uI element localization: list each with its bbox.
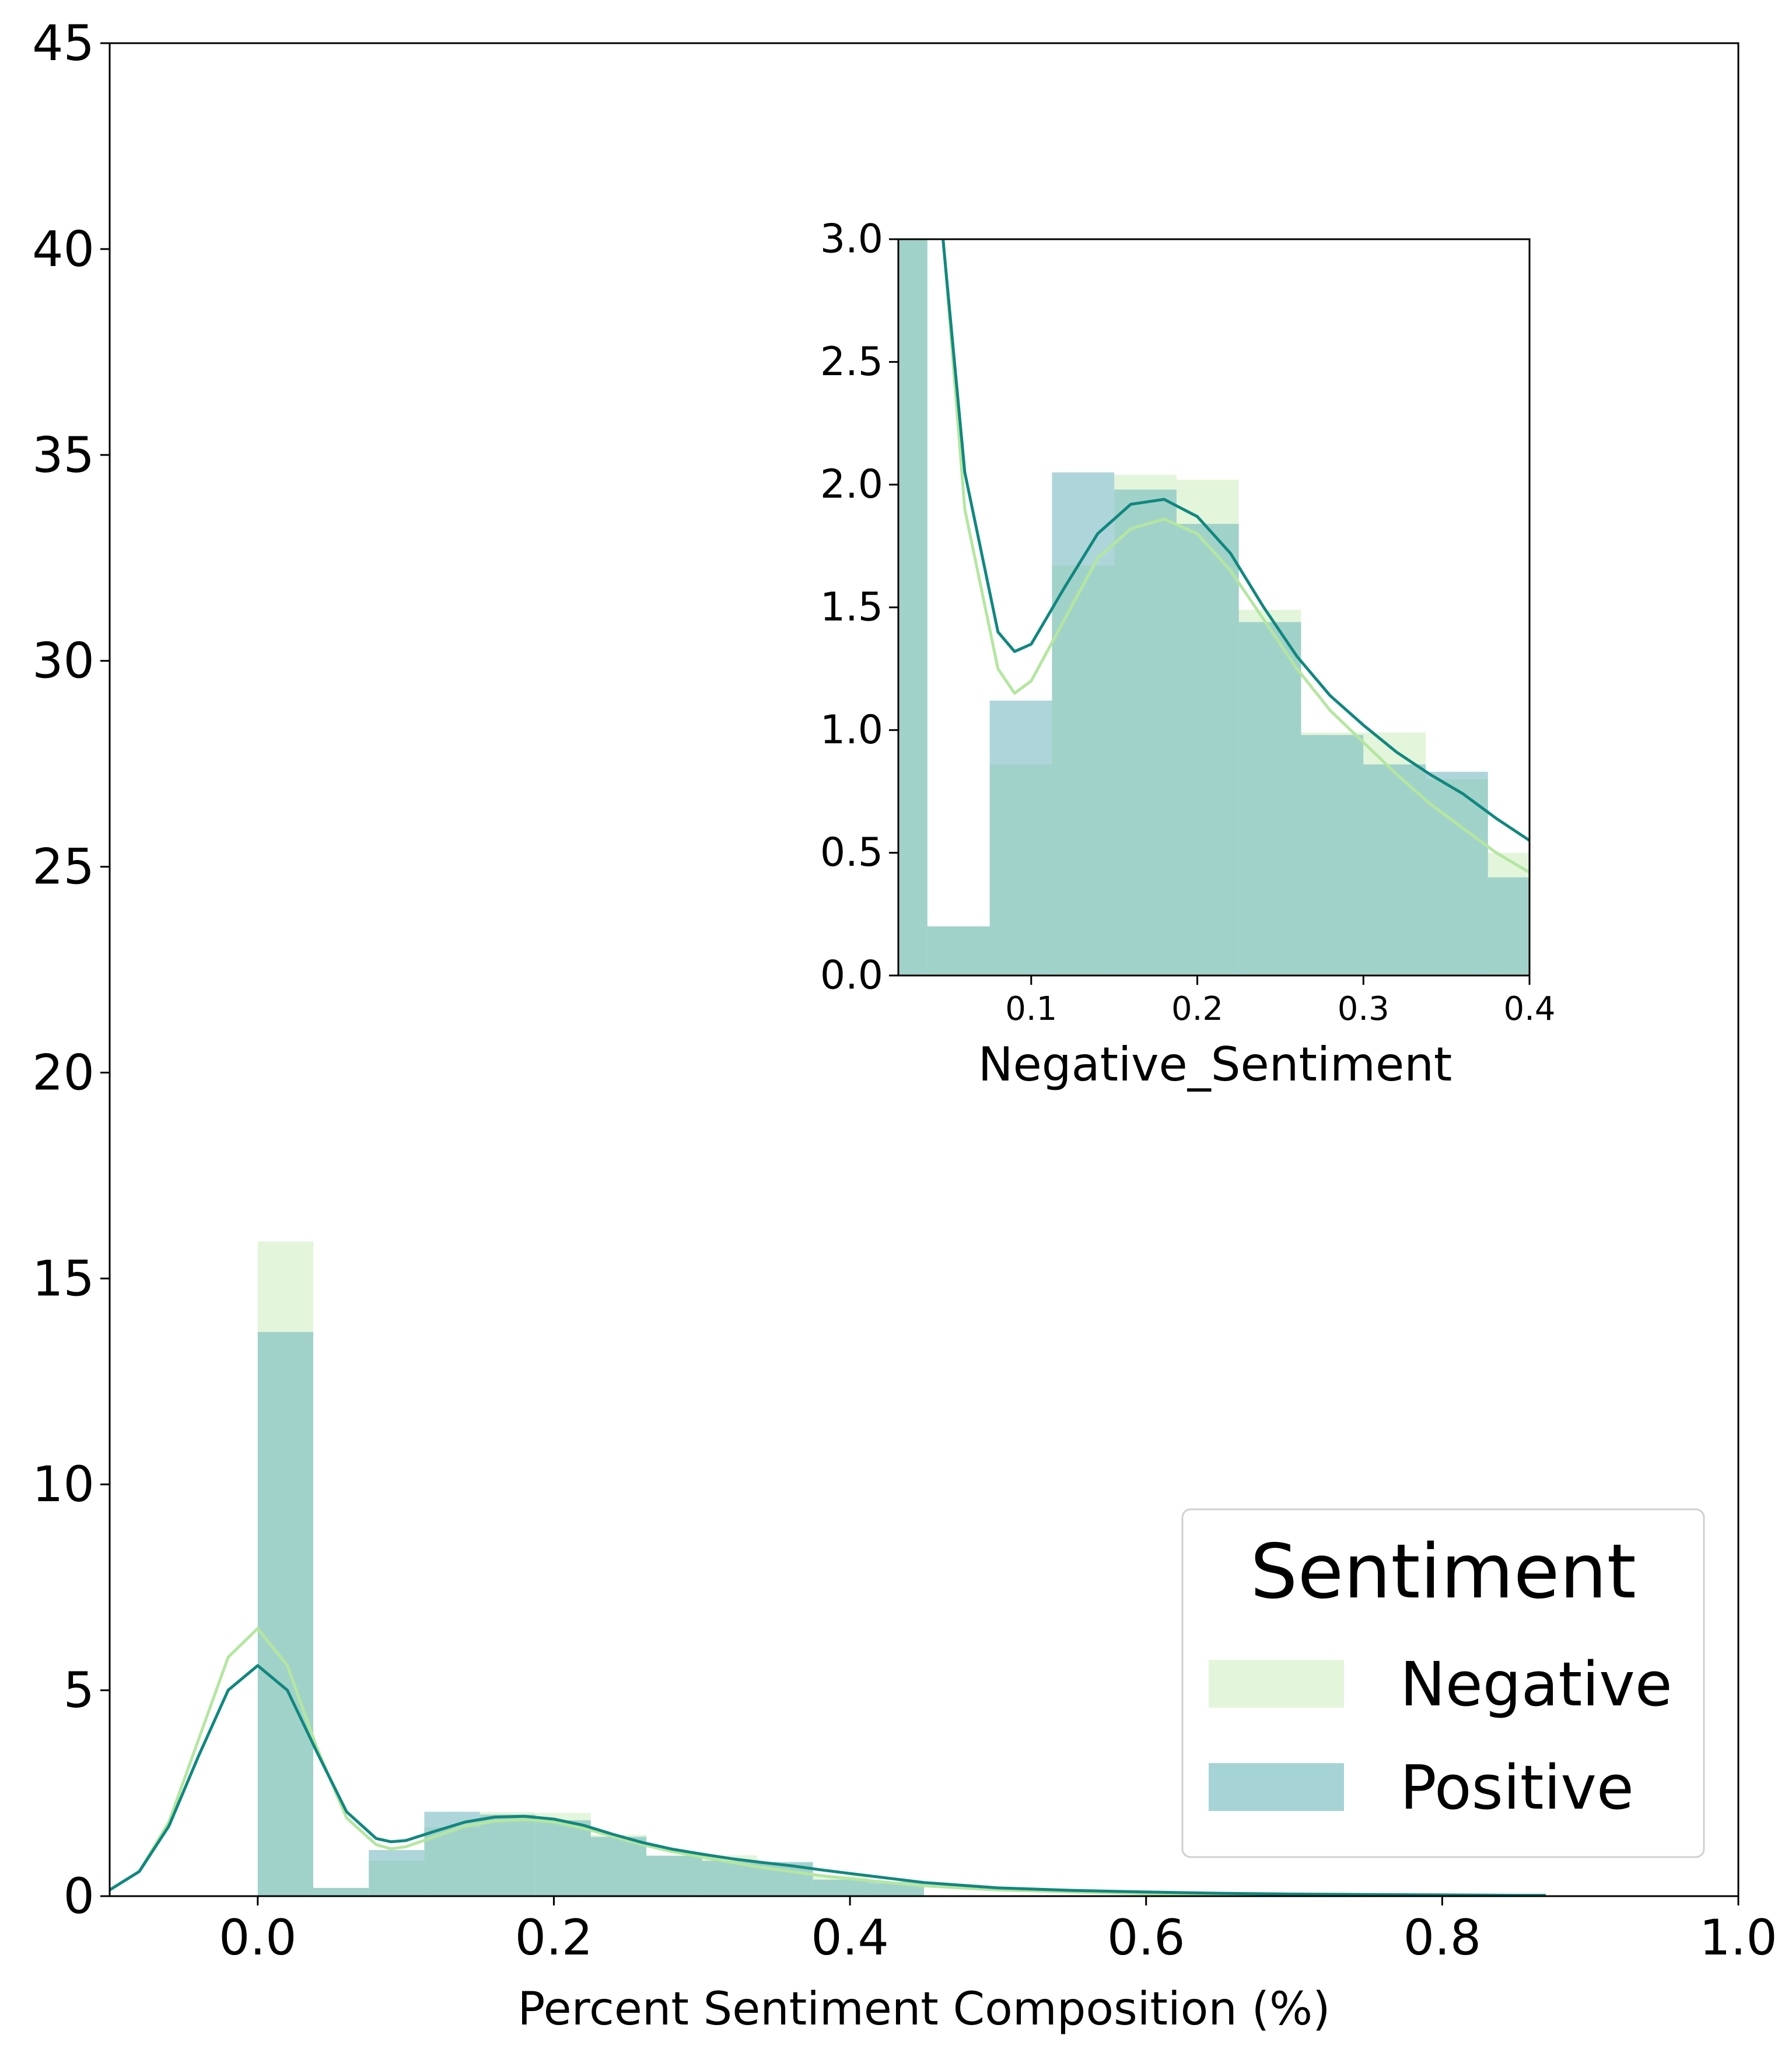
main-x-tick-label-3: 0.6 — [1107, 1909, 1185, 1966]
main-y-tick-label-4: 20 — [32, 1044, 94, 1101]
main-x-tick-label-5: 1.0 — [1699, 1909, 1777, 1966]
main-x-tick-label-1: 0.2 — [515, 1909, 593, 1966]
legend-swatch-positive — [1209, 1763, 1344, 1811]
legend-label-positive: Positive — [1400, 1752, 1634, 1823]
main-kde-lines — [110, 1627, 1546, 1896]
inset-positive-bar-9 — [1426, 771, 1488, 975]
inset-kde-lines — [942, 239, 1530, 875]
main-bars-positive — [257, 1332, 924, 1896]
inset-x-axis-label: Negative_Sentiment — [978, 1037, 1452, 1092]
inset-positive-bar-4 — [1114, 489, 1177, 975]
inset-kde-negative — [942, 239, 1530, 875]
main-y-tick-label-3: 15 — [32, 1250, 94, 1307]
inset-y-tick-label-5: 2.5 — [820, 339, 883, 385]
inset-y-tick-label-0: 0.0 — [820, 953, 883, 999]
main-positive-bar-7 — [646, 1855, 702, 1896]
main-positive-bar-8 — [702, 1861, 758, 1896]
main-kde-positive — [110, 1664, 1546, 1896]
inset-kde-positive — [942, 239, 1530, 842]
main-y-tick-label-7: 35 — [32, 426, 94, 484]
inset-positive-bar-2 — [989, 700, 1052, 975]
inset-x-tick-label-3: 0.4 — [1503, 990, 1555, 1028]
main-x-axis-label: Percent Sentiment Composition (%) — [517, 1983, 1330, 2036]
inset-positive-bar-5 — [1176, 523, 1239, 975]
main-plot: 0 5 10 15 20 25 30 35 40 45 0.0 0.2 0.4 0.6 0.8 1.0 Pe… — [32, 15, 1777, 2036]
inset-positive-bar-1 — [927, 926, 990, 975]
main-kde-negative — [110, 1627, 1546, 1896]
inset-y-tick-label-3: 1.5 — [820, 585, 883, 631]
inset-positive-bar-3 — [1052, 472, 1115, 975]
main-positive-bar-0 — [257, 1332, 313, 1896]
main-positive-bar-1 — [313, 1887, 369, 1896]
legend-swatch-negative — [1209, 1660, 1344, 1708]
main-y-tick-label-2: 10 — [32, 1456, 94, 1513]
main-x-axis: 0.0 0.2 0.4 0.6 0.8 1.0 — [219, 1896, 1777, 1966]
main-y-tick-label-8: 40 — [32, 221, 94, 278]
main-x-tick-label-4: 0.8 — [1404, 1909, 1482, 1966]
inset-x-tick-label-0: 0.1 — [1005, 990, 1057, 1028]
inset-y-tick-label-6: 3.0 — [820, 216, 883, 263]
main-positive-bar-5 — [535, 1820, 591, 1896]
inset-x-tick-label-1: 0.2 — [1171, 990, 1223, 1028]
main-positive-bar-10 — [813, 1879, 869, 1896]
main-plot-frame — [108, 42, 1740, 1897]
main-y-tick-label-9: 45 — [32, 15, 94, 72]
inset-positive-bar-7 — [1301, 735, 1364, 975]
inset-y-tick-label-2: 1.0 — [820, 707, 883, 753]
legend-label-negative: Negative — [1400, 1649, 1672, 1720]
main-x-tick-label-0: 0.0 — [219, 1909, 297, 1966]
main-y-tick-label-6: 30 — [32, 632, 94, 690]
inset-y-tick-label-4: 2.0 — [820, 461, 883, 508]
inset-y-axis: 0.0 0.5 1.0 1.5 2.0 2.5 3.0 — [820, 216, 898, 999]
main-y-axis: 0 5 10 15 20 25 30 35 40 45 — [32, 15, 110, 1925]
legend-title: Sentiment — [1250, 1529, 1636, 1616]
main-positive-bar-2 — [369, 1849, 425, 1896]
inset-positive-bar-6 — [1238, 622, 1301, 975]
main-x-tick-label-2: 0.4 — [811, 1909, 889, 1966]
inset-positive-bar-0 — [898, 239, 928, 975]
main-positive-bar-6 — [590, 1837, 647, 1896]
inset-positive-bar-10 — [1488, 877, 1530, 975]
main-y-tick-label-0: 0 — [64, 1868, 94, 1925]
main-y-tick-label-5: 25 — [32, 838, 94, 896]
main-positive-bar-4 — [480, 1814, 536, 1896]
inset-positive-bar-8 — [1363, 764, 1426, 975]
legend: Sentiment Negative Positive — [1181, 1508, 1705, 1858]
main-y-tick-label-1: 5 — [64, 1662, 94, 1719]
inset-x-tick-label-2: 0.3 — [1338, 990, 1390, 1028]
inset-y-tick-label-1: 0.5 — [820, 830, 883, 876]
inset-x-axis: 0.1 0.2 0.3 0.4 — [1005, 975, 1556, 1028]
inset-plot: 0.0 0.5 1.0 1.5 2.0 2.5 3.0 0.1 0.2 0.3 0.4 Negat… — [820, 216, 1556, 1092]
